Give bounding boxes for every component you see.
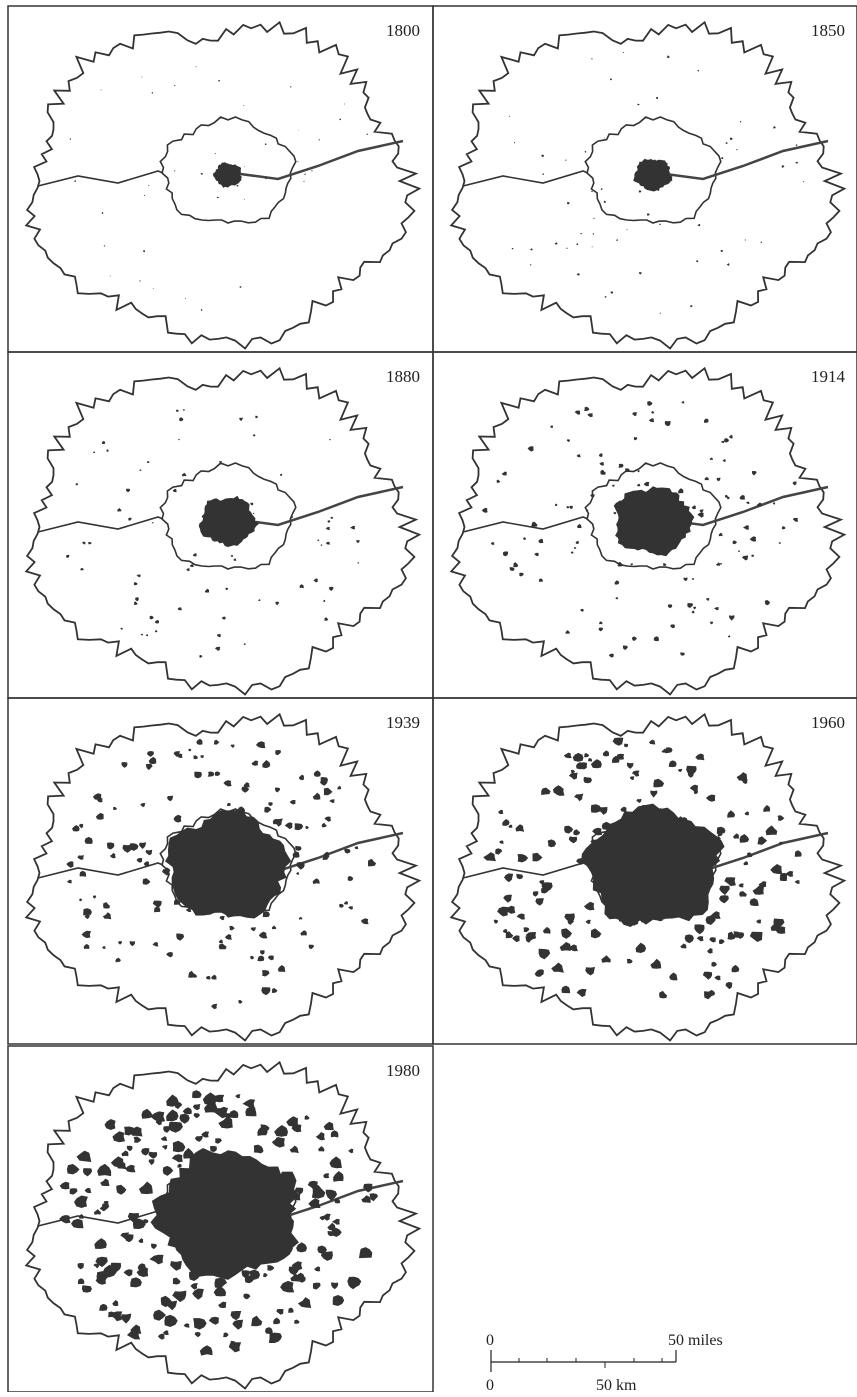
settlement [637, 104, 639, 106]
settlement [82, 1285, 92, 1292]
region-map [26, 1062, 419, 1388]
year-label: 1939 [386, 713, 420, 732]
year-label: 1850 [811, 21, 845, 40]
region-map [451, 714, 844, 1040]
region-map [26, 714, 419, 1040]
settlement [295, 846, 302, 851]
scale-bar: 0 50 miles 0 50 km [486, 1332, 723, 1392]
page: {"panels": [{"year": "1800"}, {"year": "… [0, 0, 857, 1392]
scale-label: 0 [486, 1377, 494, 1392]
region-map [26, 368, 419, 694]
map-panel: 1850 [433, 6, 857, 352]
year-label: 1960 [811, 713, 845, 732]
settlement [244, 166, 245, 167]
year-label: 1880 [386, 367, 420, 386]
map-panel: 1960 [433, 698, 857, 1044]
region-map [451, 368, 844, 694]
settlement [88, 542, 91, 544]
map-panel: 1939 [8, 698, 433, 1044]
map-panel: 1914 [433, 352, 857, 698]
region-map [451, 22, 844, 348]
year-label: 1980 [386, 1061, 420, 1080]
scale-label: 50 km [596, 1377, 637, 1392]
scale-label: 50 miles [668, 1332, 723, 1349]
scale-label: 0 [486, 1332, 494, 1349]
map-panel: 1800 [8, 6, 433, 352]
region-map [26, 22, 419, 348]
map-series: 0 50 miles 0 50 km 1800 1850 1880 1914 1939 1… [0, 0, 857, 1392]
map-panel: 1880 [8, 352, 433, 698]
settlement [584, 777, 593, 783]
year-label: 1914 [811, 367, 846, 386]
map-panel: 1980 [8, 1046, 433, 1392]
settlement [680, 652, 685, 655]
year-label: 1800 [386, 21, 420, 40]
